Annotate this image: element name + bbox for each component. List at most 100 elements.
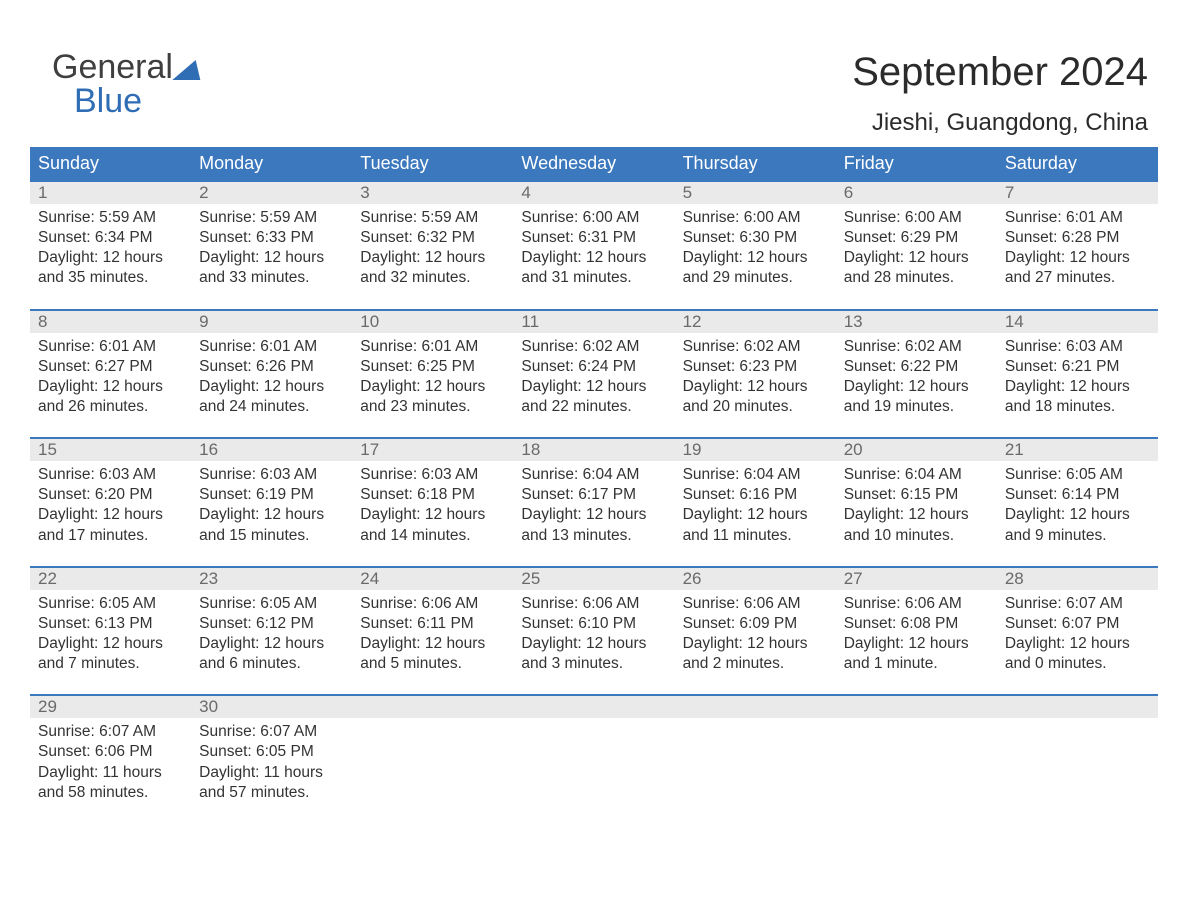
location-label: Jieshi, Guangdong, China (852, 109, 1148, 137)
sunset-text: Sunset: 6:28 PM (1005, 228, 1150, 248)
calendar-cell: 29Sunrise: 6:07 AMSunset: 6:06 PMDayligh… (30, 696, 191, 811)
calendar-cell: 25 Sunrise: 6:06 AMSunset: 6:10 PMDayligh… (513, 568, 674, 683)
day-number: 17 (352, 439, 513, 461)
day-info: Sunrise: 6:06 AMSunset: 6:10 PMDaylight:… (521, 594, 666, 675)
calendar-cell (836, 696, 997, 811)
day-info: Sunrise: 6:02 AMSunset: 6:23 PMDaylight:… (683, 337, 828, 418)
daylight-text: Daylight: 12 hours and 28 minutes. (844, 248, 989, 288)
day-info: Sunrise: 6:07 AMSunset: 6:07 PMDaylight:… (1005, 594, 1150, 675)
sunrise-text: Sunrise: 6:01 AM (199, 337, 344, 357)
day-number: 28 (997, 568, 1158, 590)
day-info: Sunrise: 6:03 AMSunset: 6:18 PMDaylight:… (360, 465, 505, 546)
day-number: 4 (513, 182, 674, 204)
calendar-cell (997, 696, 1158, 811)
day-number (675, 696, 836, 718)
calendar-cell: 10 Sunrise: 6:01 AMSunset: 6:25 PMDayligh… (352, 311, 513, 426)
calendar-cell: 6 Sunrise: 6:00 AMSunset: 6:29 PMDaylight… (836, 182, 997, 297)
day-info: Sunrise: 6:06 AMSunset: 6:11 PMDaylight:… (360, 594, 505, 675)
weekday-label: Sunday (30, 147, 191, 180)
day-info: Sunrise: 6:01 AMSunset: 6:25 PMDaylight:… (360, 337, 505, 418)
day-number: 10 (352, 311, 513, 333)
calendar-cell: 18Sunrise: 6:04 AMSunset: 6:17 PMDayligh… (513, 439, 674, 554)
day-number: 19 (675, 439, 836, 461)
daylight-text: Daylight: 12 hours and 19 minutes. (844, 377, 989, 417)
day-number: 27 (836, 568, 997, 590)
day-info: Sunrise: 6:00 AMSunset: 6:31 PMDaylight:… (521, 208, 666, 289)
daylight-text: Daylight: 12 hours and 10 minutes. (844, 505, 989, 545)
sunset-text: Sunset: 6:32 PM (360, 228, 505, 248)
calendar-cell (675, 696, 836, 811)
day-info: Sunrise: 6:02 AMSunset: 6:24 PMDaylight:… (521, 337, 666, 418)
sunrise-text: Sunrise: 6:03 AM (38, 465, 183, 485)
sunset-text: Sunset: 6:14 PM (1005, 485, 1150, 505)
daylight-text: Daylight: 11 hours and 57 minutes. (199, 763, 344, 803)
day-info: Sunrise: 5:59 AMSunset: 6:34 PMDaylight:… (38, 208, 183, 289)
weekday-label: Friday (836, 147, 997, 180)
day-number: 24 (352, 568, 513, 590)
calendar-cell: 24 Sunrise: 6:06 AMSunset: 6:11 PMDayligh… (352, 568, 513, 683)
sunset-text: Sunset: 6:21 PM (1005, 357, 1150, 377)
daylight-text: Daylight: 12 hours and 3 minutes. (521, 634, 666, 674)
calendar-week: 22Sunrise: 6:05 AMSunset: 6:13 PMDayligh… (30, 566, 1158, 683)
day-number: 9 (191, 311, 352, 333)
day-info: Sunrise: 6:05 AMSunset: 6:14 PMDaylight:… (1005, 465, 1150, 546)
day-number: 26 (675, 568, 836, 590)
sunrise-text: Sunrise: 6:07 AM (199, 722, 344, 742)
day-number: 22 (30, 568, 191, 590)
day-info: Sunrise: 6:01 AMSunset: 6:27 PMDaylight:… (38, 337, 183, 418)
sunset-text: Sunset: 6:33 PM (199, 228, 344, 248)
daylight-text: Daylight: 12 hours and 9 minutes. (1005, 505, 1150, 545)
day-number: 2 (191, 182, 352, 204)
calendar-week: 1Sunrise: 5:59 AMSunset: 6:34 PMDaylight… (30, 180, 1158, 297)
day-info: Sunrise: 6:07 AMSunset: 6:05 PMDaylight:… (199, 722, 344, 803)
weekday-label: Tuesday (352, 147, 513, 180)
day-info: Sunrise: 6:06 AMSunset: 6:09 PMDaylight:… (683, 594, 828, 675)
day-info: Sunrise: 6:04 AMSunset: 6:17 PMDaylight:… (521, 465, 666, 546)
daylight-text: Daylight: 12 hours and 23 minutes. (360, 377, 505, 417)
daylight-text: Daylight: 12 hours and 1 minute. (844, 634, 989, 674)
sunrise-text: Sunrise: 6:05 AM (38, 594, 183, 614)
calendar-cell: 11Sunrise: 6:02 AMSunset: 6:24 PMDayligh… (513, 311, 674, 426)
daylight-text: Daylight: 12 hours and 20 minutes. (683, 377, 828, 417)
sunrise-text: Sunrise: 6:01 AM (360, 337, 505, 357)
sunset-text: Sunset: 6:22 PM (844, 357, 989, 377)
weekday-label: Saturday (997, 147, 1158, 180)
sunset-text: Sunset: 6:27 PM (38, 357, 183, 377)
sunset-text: Sunset: 6:31 PM (521, 228, 666, 248)
day-number: 15 (30, 439, 191, 461)
calendar-cell: 1Sunrise: 5:59 AMSunset: 6:34 PMDaylight… (30, 182, 191, 297)
day-number (997, 696, 1158, 718)
calendar-cell: 7Sunrise: 6:01 AMSunset: 6:28 PMDaylight… (997, 182, 1158, 297)
day-number: 30 (191, 696, 352, 718)
calendar-cell: 15Sunrise: 6:03 AMSunset: 6:20 PMDayligh… (30, 439, 191, 554)
weekday-label: Monday (191, 147, 352, 180)
sunrise-text: Sunrise: 6:03 AM (199, 465, 344, 485)
day-info: Sunrise: 6:02 AMSunset: 6:22 PMDaylight:… (844, 337, 989, 418)
day-number: 25 (513, 568, 674, 590)
sunrise-text: Sunrise: 6:00 AM (844, 208, 989, 228)
sunrise-text: Sunrise: 6:06 AM (683, 594, 828, 614)
sunrise-text: Sunrise: 5:59 AM (38, 208, 183, 228)
sunset-text: Sunset: 6:24 PM (521, 357, 666, 377)
day-number: 12 (675, 311, 836, 333)
sunset-text: Sunset: 6:29 PM (844, 228, 989, 248)
daylight-text: Daylight: 12 hours and 24 minutes. (199, 377, 344, 417)
day-info: Sunrise: 6:06 AMSunset: 6:08 PMDaylight:… (844, 594, 989, 675)
sunset-text: Sunset: 6:18 PM (360, 485, 505, 505)
calendar-cell: 16Sunrise: 6:03 AMSunset: 6:19 PMDayligh… (191, 439, 352, 554)
sunset-text: Sunset: 6:25 PM (360, 357, 505, 377)
header: General Blue September 2024 Jieshi, Guan… (30, 50, 1158, 137)
sunrise-text: Sunrise: 6:03 AM (1005, 337, 1150, 357)
day-info: Sunrise: 6:00 AMSunset: 6:30 PMDaylight:… (683, 208, 828, 289)
calendar-cell: 14Sunrise: 6:03 AMSunset: 6:21 PMDayligh… (997, 311, 1158, 426)
logo-line2: Blue (74, 84, 173, 118)
day-info: Sunrise: 6:07 AMSunset: 6:06 PMDaylight:… (38, 722, 183, 803)
sunrise-text: Sunrise: 6:06 AM (521, 594, 666, 614)
day-number: 6 (836, 182, 997, 204)
sunrise-text: Sunrise: 6:02 AM (844, 337, 989, 357)
title-block: September 2024 Jieshi, Guangdong, China (852, 50, 1148, 137)
day-number (352, 696, 513, 718)
sunrise-text: Sunrise: 6:01 AM (38, 337, 183, 357)
sunrise-text: Sunrise: 6:06 AM (360, 594, 505, 614)
calendar: SundayMondayTuesdayWednesdayThursdayFrid… (30, 147, 1158, 811)
